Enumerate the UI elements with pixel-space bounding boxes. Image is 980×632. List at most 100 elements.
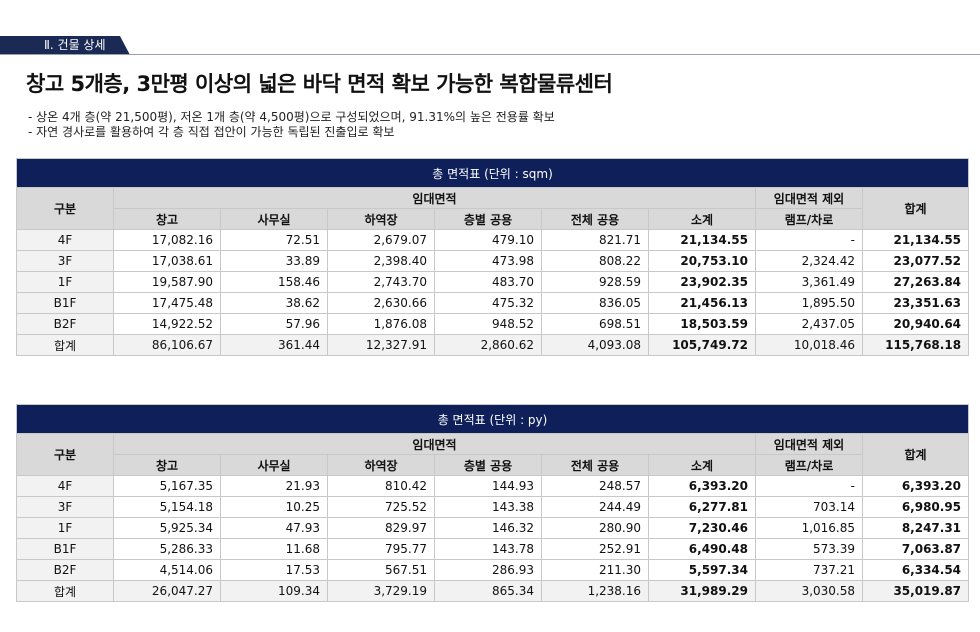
- table-cell: 12,327.91: [327, 334, 435, 356]
- header-rental-group: 임대면적: [113, 433, 756, 455]
- table-cell: 4,514.06: [113, 559, 221, 581]
- header-category: 구분: [16, 187, 114, 230]
- table-cell: 47.93: [220, 517, 328, 539]
- table-row: 3F 5,154.18 10.25 725.52 143.38 244.49 6,277.8…: [16, 496, 970, 518]
- header-divider: [0, 54, 980, 55]
- table-cell: 2,860.62: [434, 334, 542, 356]
- page-title: 창고 5개층, 3만평 이상의 넓은 바닥 면적 확보 가능한 복합물류센터: [26, 72, 613, 96]
- table-cell: 8,247.31: [861, 517, 970, 539]
- table-cell: 21,456.13: [648, 292, 756, 314]
- table-cell: 109.34: [220, 580, 328, 602]
- table-cell: 4,093.08: [541, 334, 649, 356]
- column-header: 사무실: [220, 208, 328, 230]
- table-cell: 23,351.63: [861, 292, 970, 314]
- column-header: 층별 공용: [434, 454, 542, 476]
- column-header: 사무실: [220, 454, 328, 476]
- table-cell: 3,030.58: [755, 580, 863, 602]
- table-cell: 20,753.10: [648, 250, 756, 272]
- column-header: 층별 공용: [434, 208, 542, 230]
- section-tag: Ⅱ. 건물 상세: [0, 36, 130, 55]
- header-total: 합계: [861, 187, 970, 230]
- table-cell: 5,167.35: [113, 475, 221, 497]
- table-cell: 1,895.50: [755, 292, 863, 314]
- table-row: 4F 5,167.35 21.93 810.42 144.93 248.57 6,393.2…: [16, 475, 970, 497]
- table-cell: 19,587.90: [113, 271, 221, 293]
- table-cell: 286.93: [434, 559, 542, 581]
- row-label: B2F: [16, 559, 114, 581]
- column-header: 램프/차로: [755, 454, 863, 476]
- row-label: B1F: [16, 292, 114, 314]
- table-cell: 10,018.46: [755, 334, 863, 356]
- table-cell: 2,630.66: [327, 292, 435, 314]
- row-label: 3F: [16, 496, 114, 518]
- row-label: B1F: [16, 538, 114, 560]
- table-cell: 836.05: [541, 292, 649, 314]
- row-label: 합계: [16, 334, 114, 356]
- table-cell: 928.59: [541, 271, 649, 293]
- table-cell: 20,940.64: [861, 313, 970, 335]
- row-label: 합계: [16, 580, 114, 602]
- table-cell: -: [755, 229, 863, 251]
- table-cell: 1,238.16: [541, 580, 649, 602]
- row-label: 4F: [16, 229, 114, 251]
- table-row: B2F 14,922.52 57.96 1,876.08 948.52 698.51 18,…: [16, 313, 970, 335]
- table-cell: 248.57: [541, 475, 649, 497]
- column-header: 전체 공용: [541, 454, 649, 476]
- table-cell: 361.44: [220, 334, 328, 356]
- table-cell: 6,490.48: [648, 538, 756, 560]
- table-cell: 1,016.85: [755, 517, 863, 539]
- area-table-sqm: 총 면적표 (단위 : sqm) 구분 임대면적 임대면적 제외 합계 창고 사무…: [15, 158, 970, 356]
- table-cell: 17,082.16: [113, 229, 221, 251]
- table-cell: 725.52: [327, 496, 435, 518]
- row-label: 1F: [16, 517, 114, 539]
- table-cell: 567.51: [327, 559, 435, 581]
- table-row: 3F 17,038.61 33.89 2,398.40 473.98 808.22 20,7…: [16, 250, 970, 272]
- table-cell: 5,597.34: [648, 559, 756, 581]
- table-cell: 17,038.61: [113, 250, 221, 272]
- table-cell: 17,475.48: [113, 292, 221, 314]
- table-cell: 795.77: [327, 538, 435, 560]
- table-cell: 11.68: [220, 538, 328, 560]
- table-cell: 5,925.34: [113, 517, 221, 539]
- column-header: 하역장: [327, 454, 435, 476]
- table-cell: 5,154.18: [113, 496, 221, 518]
- table-cell: 10.25: [220, 496, 328, 518]
- table-row: B1F 5,286.33 11.68 795.77 143.78 252.91 6,490.…: [16, 538, 970, 560]
- table-cell: 244.49: [541, 496, 649, 518]
- table-cell: 21.93: [220, 475, 328, 497]
- table-cell: 948.52: [434, 313, 542, 335]
- table-cell: 57.96: [220, 313, 328, 335]
- table-cell: 105,749.72: [648, 334, 756, 356]
- header-excluded-group: 임대면적 제외: [755, 433, 863, 455]
- table-cell: 280.90: [541, 517, 649, 539]
- table-cell: 33.89: [220, 250, 328, 272]
- table-cell: 6,277.81: [648, 496, 756, 518]
- table-cell: -: [755, 475, 863, 497]
- table-cell: 6,393.20: [861, 475, 970, 497]
- bullet-item: - 상온 4개 층(약 21,500평), 저온 1개 층(약 4,500평)으…: [28, 110, 555, 124]
- table-row: 1F 5,925.34 47.93 829.97 146.32 280.90 7,230.4…: [16, 517, 970, 539]
- area-table-py: 총 면적표 (단위 : py) 구분 임대면적 임대면적 제외 합계 창고 사무실…: [15, 404, 970, 602]
- column-header: 전체 공용: [541, 208, 649, 230]
- table-cell: 6,980.95: [861, 496, 970, 518]
- table-cell: 21,134.55: [648, 229, 756, 251]
- table-cell: 703.14: [755, 496, 863, 518]
- table-cell: 211.30: [541, 559, 649, 581]
- table-cell: 158.46: [220, 271, 328, 293]
- table-cell: 821.71: [541, 229, 649, 251]
- table-caption: 총 면적표 (단위 : py): [15, 404, 970, 434]
- row-label: 3F: [16, 250, 114, 272]
- table-cell: 35,019.87: [861, 580, 970, 602]
- table-cell: 1,876.08: [327, 313, 435, 335]
- table-cell: 483.70: [434, 271, 542, 293]
- header-category: 구분: [16, 433, 114, 476]
- table-cell: 3,361.49: [755, 271, 863, 293]
- table-cell: 737.21: [755, 559, 863, 581]
- column-header: 하역장: [327, 208, 435, 230]
- table-cell: 143.38: [434, 496, 542, 518]
- table-cell: 810.42: [327, 475, 435, 497]
- table-cell: 573.39: [755, 538, 863, 560]
- table-cell: 146.32: [434, 517, 542, 539]
- table-cell: 144.93: [434, 475, 542, 497]
- table-row: 합계 86,106.67 361.44 12,327.91 2,860.62 4,093.…: [16, 334, 970, 356]
